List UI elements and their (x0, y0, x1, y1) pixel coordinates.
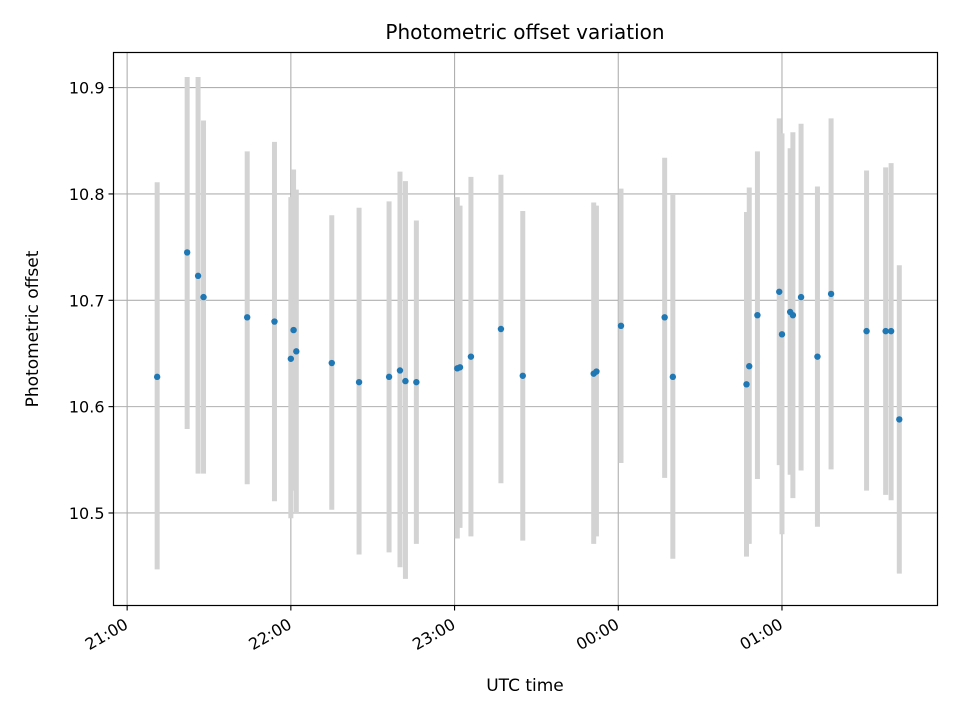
data-point (497, 325, 505, 333)
data-point (797, 293, 805, 301)
data-point (290, 326, 297, 334)
data-point (413, 378, 420, 386)
x-axis-label: UTC time (486, 676, 564, 696)
data-point (593, 368, 600, 375)
data-point (669, 373, 677, 381)
y-tick-label: 10.8 (69, 185, 105, 204)
data-point (661, 314, 668, 321)
data-point (776, 288, 783, 295)
data-point (200, 293, 207, 301)
data-point (743, 381, 750, 388)
data-point (827, 290, 835, 298)
data-point (293, 348, 300, 355)
data-point (194, 272, 202, 280)
data-point (863, 327, 870, 335)
data-point (287, 355, 295, 362)
data-point (355, 378, 363, 386)
y-axis-label: Photometric offset (23, 250, 43, 407)
data-point (396, 367, 404, 374)
data-point (271, 318, 278, 325)
data-point (746, 363, 753, 370)
data-point (328, 359, 335, 367)
data-point (882, 327, 889, 335)
plot-frame (112, 51, 939, 607)
data-points (153, 249, 903, 423)
data-point (778, 331, 786, 338)
chart-title: Photometric offset variation (385, 20, 664, 44)
data-point (754, 311, 761, 319)
data-point (153, 373, 161, 381)
data-point (896, 416, 903, 423)
data-point (789, 311, 797, 319)
data-point (814, 353, 821, 360)
data-point (385, 373, 393, 381)
data-point (183, 249, 191, 256)
y-tick-label: 10.7 (69, 291, 105, 310)
y-tick-label: 10.9 (69, 79, 105, 98)
y-axis: 10.5 10.6 10.7 10.8 10.9 (69, 79, 114, 523)
data-point (243, 314, 251, 321)
data-point (887, 327, 895, 335)
data-point (617, 322, 625, 330)
y-tick-label: 10.6 (69, 398, 105, 417)
y-tick-label: 10.5 (69, 504, 105, 523)
data-point (519, 372, 526, 379)
data-point (402, 377, 409, 385)
data-point (456, 364, 464, 371)
data-point (467, 353, 475, 360)
